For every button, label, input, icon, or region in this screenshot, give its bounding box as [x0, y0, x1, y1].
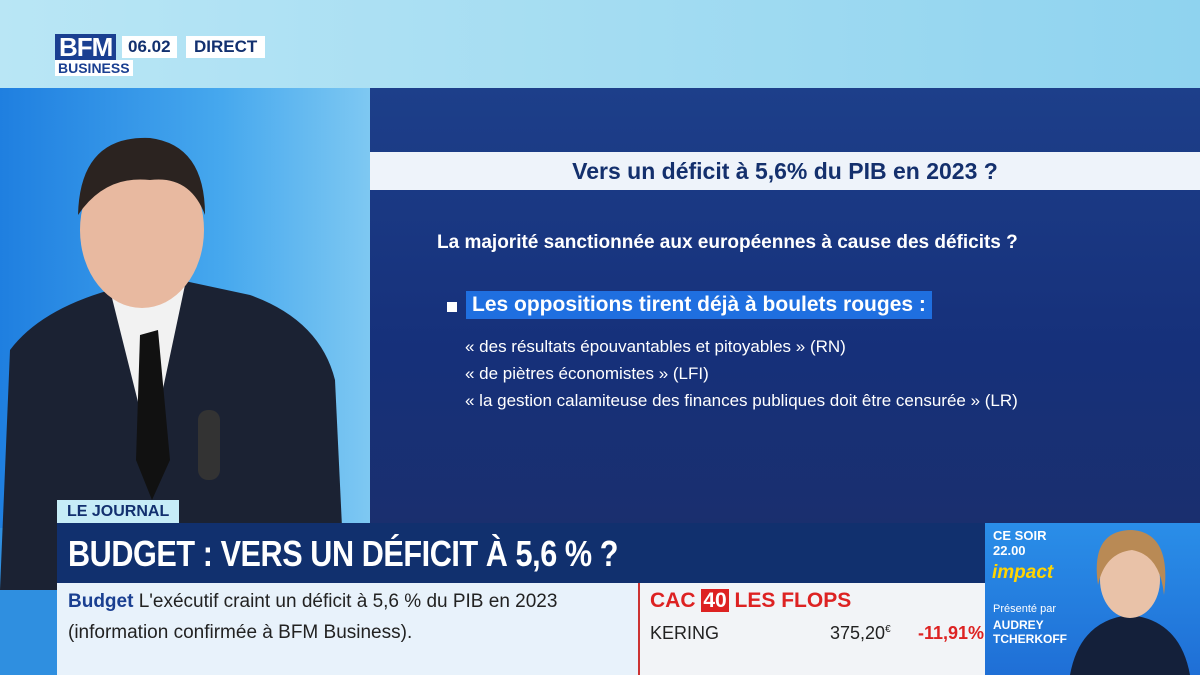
logo: BFM — [55, 34, 117, 60]
question: La majorité sanctionnée aux européennes … — [437, 232, 1018, 253]
quote: « de piètres économistes » (LFI) — [465, 364, 709, 383]
ticker-band — [57, 583, 638, 675]
banner-label: LE JOURNAL — [57, 500, 180, 523]
ticker-topic: Budget — [68, 591, 134, 612]
index-number: 40 — [701, 589, 729, 612]
quote: « la gestion calamiteuse des finances pu… — [465, 391, 1018, 410]
promo-when: CE SOIR — [993, 528, 1047, 543]
price-value: 375,20 — [830, 623, 886, 643]
slide-title: Vers un déficit à 5,6% du PIB en 2023 ? — [572, 158, 998, 184]
price: 375,20€ — [830, 623, 891, 644]
quote: « des résultats épouvantables et pitoyab… — [465, 337, 846, 356]
ticker-text: L'exécutif craint un déficit à 5,6 % du … — [138, 591, 558, 612]
promo-time: 22.00 — [993, 543, 1026, 558]
change: -11,91% — [918, 623, 985, 643]
clock: 06.02 — [122, 36, 177, 58]
market-band — [638, 583, 987, 675]
host-photo — [1070, 530, 1190, 675]
bullet-icon — [447, 302, 457, 312]
promo-host: AUDREY TCHERKOFF — [993, 618, 1067, 646]
headline: BUDGET : VERS UN DÉFICIT À 5,6 % ? — [68, 533, 619, 574]
currency: € — [885, 624, 891, 635]
presenter — [0, 137, 345, 590]
logo-sub: BUSINESS — [55, 60, 133, 76]
title-band — [370, 152, 1200, 190]
headline-band — [57, 523, 985, 583]
top-band — [0, 0, 1200, 88]
promo-presenter-label: Présenté par — [993, 603, 1056, 615]
promo-show: impact — [992, 562, 1054, 583]
index: CAC — [650, 589, 696, 612]
ticker-line: Budget L'exécutif craint un déficit à 5,… — [68, 591, 557, 613]
market-index: CAC 40 LES FLOPS — [650, 589, 851, 613]
quotes: « des résultats épouvantables et pitoyab… — [465, 333, 1018, 414]
section: LES FLOPS — [734, 589, 852, 612]
ticker-text: (information confirmée à BFM Business). — [68, 622, 413, 643]
live-tag: DIRECT — [186, 36, 266, 58]
stock: KERING — [650, 623, 720, 643]
bullet-text: Les oppositions tirent déjà à boulets ro… — [466, 291, 932, 319]
